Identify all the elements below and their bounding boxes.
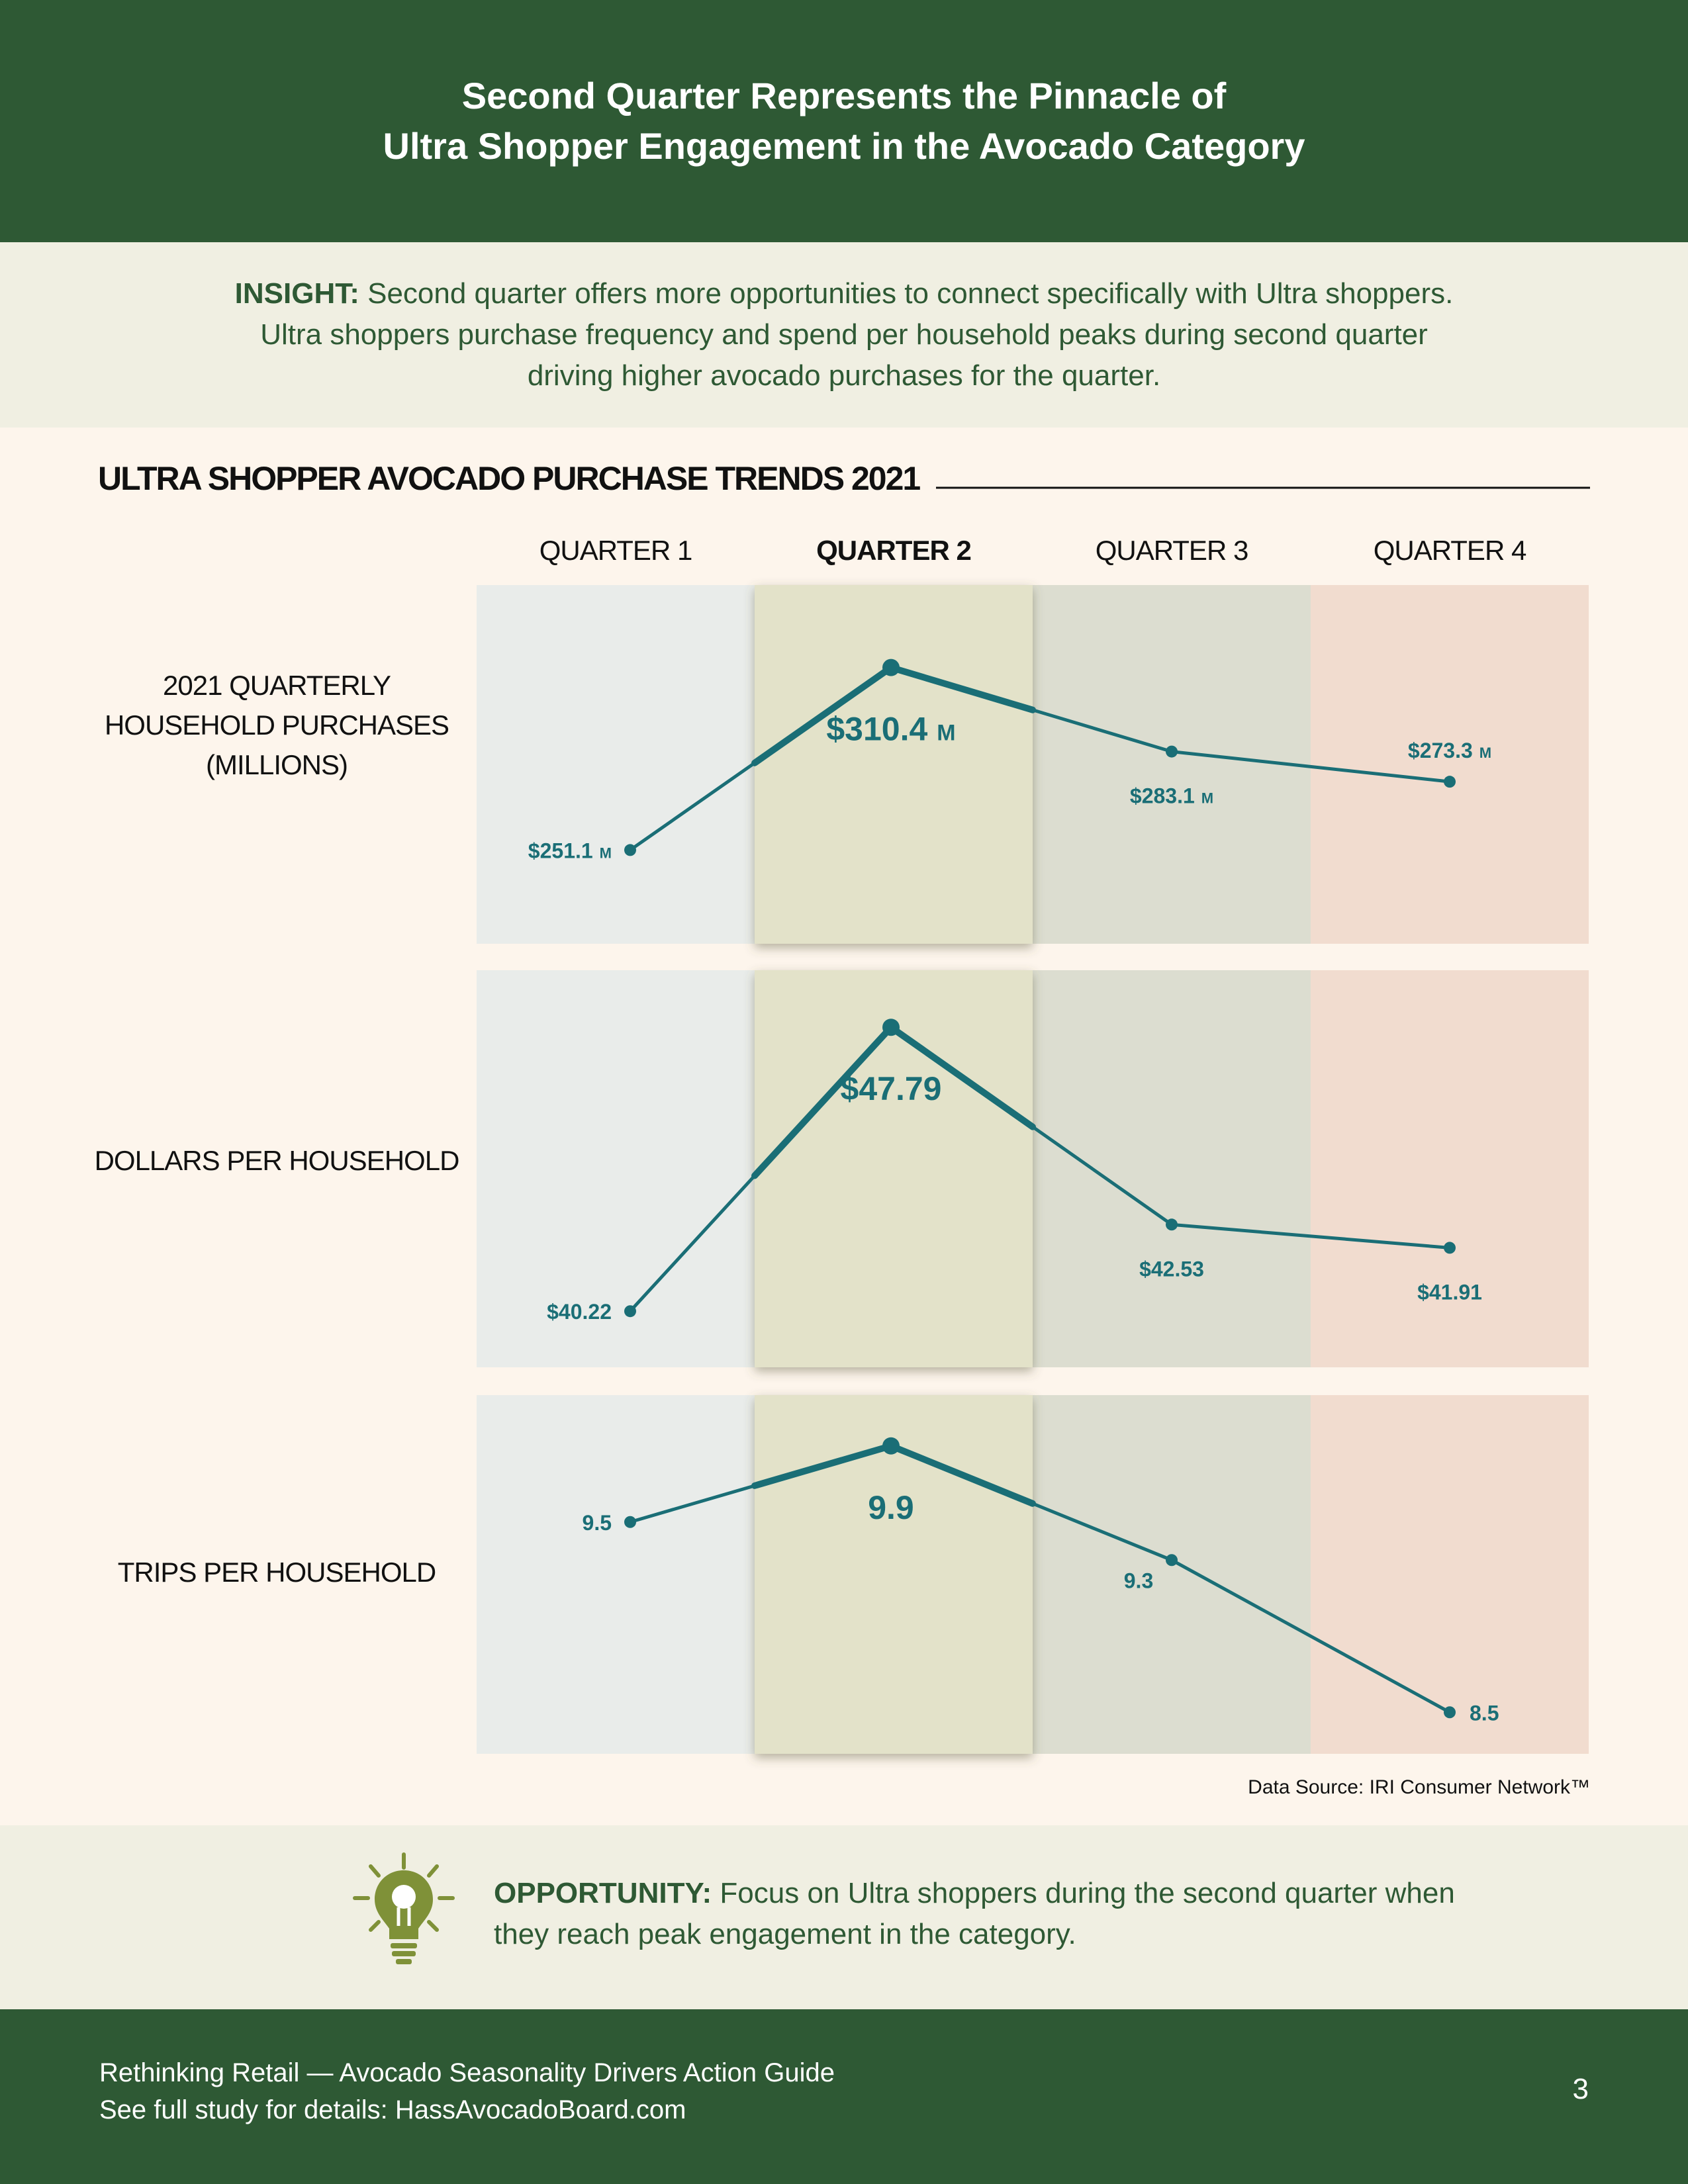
insight-text: INSIGHT: Second quarter offers more oppo… bbox=[215, 273, 1473, 396]
panel1-unit-suffix-q4: M bbox=[1479, 745, 1491, 761]
panel1-unit-suffix-q1: M bbox=[600, 844, 612, 861]
quarter-header-4: QUARTER 4 bbox=[1374, 535, 1526, 566]
panel2-value-label-q1: $40.22 bbox=[547, 1300, 612, 1324]
panel3-row-label-line1: TRIPS PER HOUSEHOLD bbox=[118, 1557, 436, 1588]
panel2-band-q2 bbox=[755, 970, 1033, 1367]
panel1-unit-suffix-q3: M bbox=[1201, 790, 1213, 807]
footer-study-link: See full study for details: HassAvocadoB… bbox=[99, 2095, 686, 2124]
opportunity-section: OPPORTUNITY: Focus on Ultra shoppers dur… bbox=[0, 1825, 1688, 2009]
panel3-point-q2 bbox=[882, 1437, 900, 1455]
page-number: 3 bbox=[1572, 2073, 1589, 2105]
quarter-header-1: QUARTER 1 bbox=[539, 535, 692, 566]
panel1-point-q4 bbox=[1444, 776, 1456, 788]
panel3-value-label-q1: 9.5 bbox=[583, 1511, 612, 1535]
panel2-value-label-q2: $47.79 bbox=[841, 1070, 942, 1107]
panel2-segment-3 bbox=[1170, 1222, 1452, 1250]
panel2-highlight-segment-1 bbox=[751, 1024, 894, 1179]
panel3-point-q4 bbox=[1444, 1706, 1456, 1719]
panel1-band-q4 bbox=[1311, 585, 1589, 944]
panel1-row-label-line1: 2021 QUARTERLY bbox=[163, 670, 391, 701]
panel2-value-label-q3: $42.53 bbox=[1139, 1257, 1204, 1281]
insight-body: Second quarter offers more opportunities… bbox=[260, 277, 1454, 392]
panel1-row-label-line3: (MILLIONS) bbox=[206, 749, 348, 780]
panel2-row-label-line1: DOLLARS PER HOUSEHOLD bbox=[95, 1145, 459, 1176]
quarter-header-3: QUARTER 3 bbox=[1096, 535, 1248, 566]
panel3-point-q1 bbox=[624, 1516, 636, 1528]
panel1-highlight-segment-1 bbox=[751, 664, 894, 766]
purchase-trends-chart: ULTRA SHOPPER AVOCADO PURCHASE TRENDS 20… bbox=[95, 460, 1590, 1798]
opportunity-body: Focus on Ultra shoppers during the secon… bbox=[494, 1877, 1455, 1950]
panel1-point-q1 bbox=[624, 844, 636, 856]
insight-lead: INSIGHT: bbox=[234, 277, 359, 310]
panel1-point-q2 bbox=[882, 659, 900, 676]
opportunity-lead: OPPORTUNITY: bbox=[494, 1877, 712, 1909]
panel3-highlight-segment-1 bbox=[751, 1442, 894, 1489]
page-title: Second Quarter Represents the Pinnacle o… bbox=[383, 71, 1305, 171]
panel3-band-q4 bbox=[1311, 1395, 1589, 1754]
panel3-band-q2 bbox=[755, 1395, 1033, 1754]
panel2-value-label-q4: $41.91 bbox=[1417, 1280, 1482, 1304]
panel3-value-label-q4: 8.5 bbox=[1470, 1701, 1499, 1725]
panel2-highlight-segment-2 bbox=[888, 1024, 1036, 1130]
panel3-highlight-segment-2 bbox=[888, 1442, 1036, 1507]
panel1-band-q2 bbox=[755, 585, 1033, 944]
panel1-band-q1 bbox=[477, 585, 755, 944]
chart-title: ULTRA SHOPPER AVOCADO PURCHASE TRENDS 20… bbox=[98, 460, 920, 497]
panel3-point-q3 bbox=[1166, 1554, 1178, 1567]
panel2-point-q4 bbox=[1444, 1242, 1456, 1254]
panel2-band-q4 bbox=[1311, 970, 1589, 1367]
panel1-highlight-segment-2 bbox=[888, 664, 1036, 713]
page-title-line1: Second Quarter Represents the Pinnacle o… bbox=[461, 75, 1227, 116]
lightbulb-icon bbox=[353, 1852, 455, 1964]
data-source-note: Data Source: IRI Consumer Network™ bbox=[1248, 1776, 1590, 1798]
panel2-band-q3 bbox=[1033, 970, 1311, 1367]
panel2-point-q3 bbox=[1166, 1218, 1178, 1231]
opportunity-text: OPPORTUNITY: Focus on Ultra shoppers dur… bbox=[494, 1873, 1487, 1955]
panel1-segment-3 bbox=[1170, 750, 1452, 784]
panel2-point-q2 bbox=[882, 1019, 900, 1036]
footer-guide-title: Rethinking Retail — Avocado Seasonality … bbox=[99, 2058, 835, 2087]
panel1-row-label-line2: HOUSEHOLD PURCHASES bbox=[105, 709, 449, 741]
panel3-value-label-q3: 9.3 bbox=[1124, 1569, 1153, 1592]
panel2-band-q1 bbox=[477, 970, 755, 1367]
footer-text: Rethinking Retail — Avocado Seasonality … bbox=[99, 2054, 835, 2128]
insight-section: INSIGHT: Second quarter offers more oppo… bbox=[0, 242, 1688, 428]
page-footer: Rethinking Retail — Avocado Seasonality … bbox=[0, 2009, 1688, 2184]
page-title-line2: Ultra Shopper Engagement in the Avocado … bbox=[383, 125, 1305, 167]
panel3-segment-3 bbox=[1170, 1558, 1452, 1714]
panel1-band-q3 bbox=[1033, 585, 1311, 944]
panel1-unit-suffix-q2: M bbox=[937, 721, 955, 746]
quarter-header-2: QUARTER 2 bbox=[816, 535, 971, 566]
chart-section: ULTRA SHOPPER AVOCADO PURCHASE TRENDS 20… bbox=[0, 428, 1688, 1825]
panel1-point-q3 bbox=[1166, 745, 1178, 758]
panel2-point-q1 bbox=[624, 1305, 636, 1318]
panel3-band-q1 bbox=[477, 1395, 755, 1754]
panel3-band-q3 bbox=[1033, 1395, 1311, 1754]
page-header: Second Quarter Represents the Pinnacle o… bbox=[0, 0, 1688, 242]
panel3-value-label-q2: 9.9 bbox=[868, 1489, 914, 1526]
